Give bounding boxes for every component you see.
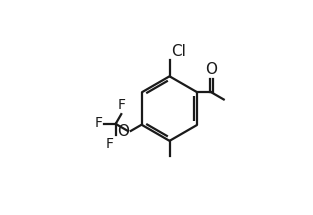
Text: O: O [117, 124, 130, 139]
Text: Cl: Cl [171, 44, 186, 59]
Text: F: F [117, 98, 125, 112]
Text: F: F [95, 116, 103, 130]
Text: F: F [106, 137, 114, 151]
Text: O: O [206, 62, 218, 77]
